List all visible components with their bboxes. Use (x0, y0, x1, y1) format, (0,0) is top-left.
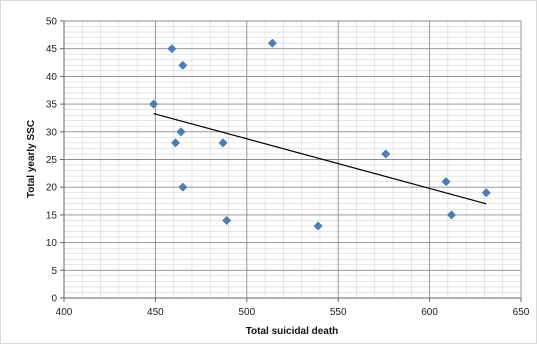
x-tick-label: 550 (330, 307, 347, 318)
y-tick-label: 15 (46, 210, 58, 221)
data-point (441, 177, 451, 187)
x-tick-label: 400 (56, 307, 73, 318)
data-point (446, 210, 457, 220)
x-tick-labels: 400 450 500 550 600 650 (56, 307, 530, 318)
y-tick-label: 5 (51, 266, 57, 277)
data-point (381, 149, 391, 159)
data-point (149, 99, 159, 109)
y-tick-label: 50 (46, 17, 58, 28)
y-tick-label: 40 (46, 72, 58, 83)
data-point (178, 182, 188, 192)
y-tick-label: 20 (46, 183, 58, 194)
data-point (313, 221, 323, 231)
y-tick-label: 45 (46, 44, 58, 55)
data-point (176, 127, 186, 137)
y-tick-label: 0 (51, 294, 57, 305)
y-tick-label: 25 (46, 155, 58, 166)
axes (60, 20, 522, 302)
trendline (153, 112, 487, 205)
data-point (167, 44, 177, 54)
data-point (178, 60, 188, 70)
y-tick-label: 30 (46, 127, 58, 138)
data-point (267, 38, 277, 48)
x-tick-label: 600 (421, 307, 438, 318)
trendline-group (153, 112, 487, 205)
x-tick-label: 650 (513, 307, 530, 318)
data-point (170, 138, 181, 148)
x-tick-label: 450 (147, 307, 164, 318)
y-tick-label: 35 (46, 100, 58, 111)
major-gridlines (63, 20, 522, 299)
data-points (149, 38, 491, 231)
y-axis-title: Total yearly SSC (26, 120, 37, 198)
y-tick-labels: 0 5 10 15 20 25 30 35 40 45 50 (46, 17, 58, 305)
data-point (481, 188, 491, 198)
x-tick-label: 500 (238, 307, 255, 318)
data-point (222, 215, 232, 225)
data-point (218, 138, 228, 148)
y-tick-label: 10 (46, 238, 58, 249)
x-axis-title: Total suicidal death (246, 326, 339, 337)
